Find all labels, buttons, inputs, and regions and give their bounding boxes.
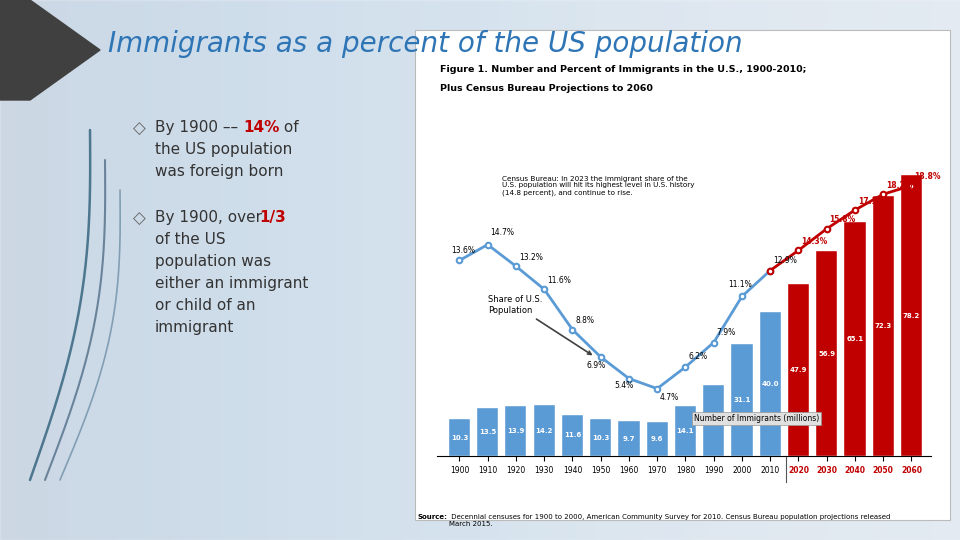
Text: 14.7%: 14.7% [491,228,515,238]
Text: 14.3%: 14.3% [802,237,828,246]
Text: ◇: ◇ [133,120,146,138]
Text: 72.3: 72.3 [875,323,892,329]
Bar [759,312,780,456]
Text: 11.1%: 11.1% [728,280,752,289]
Text: either an immigrant: either an immigrant [155,276,308,291]
Text: Share of U.S.
Population: Share of U.S. Population [488,295,591,354]
Text: ◇: ◇ [133,210,146,228]
Text: 17.1%: 17.1% [857,197,884,206]
Text: the US population: the US population [155,142,292,157]
Text: Decennial censuses for 1900 to 2000, American Community Survey for 2010. Census : Decennial censuses for 1900 to 2000, Ame… [449,514,891,527]
Text: 14.2: 14.2 [536,428,553,434]
Bar [449,419,470,456]
Text: 12.9%: 12.9% [773,256,797,265]
Text: 8.8%: 8.8% [575,316,594,325]
Text: 18.8%: 18.8% [914,172,941,181]
Text: 47.9: 47.9 [790,367,807,373]
Text: By 1900 ––: By 1900 –– [155,120,243,135]
Bar [415,30,950,520]
Bar [703,385,724,456]
Text: 11.6: 11.6 [564,433,581,438]
Text: 78.2: 78.2 [902,313,920,319]
Bar [562,415,583,456]
Text: 9.7: 9.7 [623,436,636,442]
Text: 10.3: 10.3 [450,435,468,441]
Text: 13.5: 13.5 [479,429,496,435]
Text: 65.1: 65.1 [847,336,863,342]
Text: 14.1: 14.1 [677,428,694,434]
Text: Immigrants as a percent of the US population: Immigrants as a percent of the US popula… [108,30,743,58]
Text: 7.9%: 7.9% [716,328,735,337]
Text: population was: population was [155,254,271,269]
Bar [873,196,894,456]
Text: 6.9%: 6.9% [587,361,606,370]
Text: Source:: Source: [418,514,447,520]
Text: 10.3: 10.3 [592,435,610,441]
Text: Figure 1. Number and Percent of Immigrants in the U.S., 1900-2010;: Figure 1. Number and Percent of Immigran… [440,65,806,74]
Bar [816,252,837,456]
Text: 15.8%: 15.8% [829,215,855,225]
Text: 56.9: 56.9 [818,351,835,357]
Text: 40.0: 40.0 [761,381,779,387]
Bar [900,175,922,456]
Text: Number of Immigrants (millions): Number of Immigrants (millions) [694,414,819,423]
Text: was foreign born: was foreign born [155,164,283,179]
Bar [647,422,668,456]
Text: 11.6%: 11.6% [547,276,571,285]
Bar [590,419,612,456]
Text: 4.7%: 4.7% [660,393,680,402]
Text: of: of [279,120,299,135]
Bar [788,284,809,456]
Text: 14%: 14% [243,120,279,135]
Text: or child of an: or child of an [155,298,255,313]
Text: By 1900, over: By 1900, over [155,210,267,225]
Text: 13.9: 13.9 [507,428,524,434]
Text: 5.4%: 5.4% [614,381,634,390]
Text: of the US: of the US [155,232,226,247]
Bar [675,406,696,456]
Text: immigrant: immigrant [155,320,234,335]
Bar [505,406,526,456]
Text: 13.6%: 13.6% [451,246,475,255]
Text: 31.1: 31.1 [733,397,751,403]
Text: 13.2%: 13.2% [518,253,542,262]
Bar [534,405,555,456]
Bar [477,408,498,456]
Bar [732,345,753,456]
Text: Plus Census Bureau Projections to 2060: Plus Census Bureau Projections to 2060 [440,84,653,93]
Text: 19.8: 19.8 [705,417,722,424]
Bar [618,421,639,456]
Bar [845,222,866,456]
Text: 6.2%: 6.2% [688,352,708,361]
Text: 9.6: 9.6 [651,436,663,442]
Text: Census Bureau: In 2023 the immigrant share of the
U.S. population will hit its h: Census Bureau: In 2023 the immigrant sha… [502,176,694,196]
Text: 1/3: 1/3 [259,210,286,225]
Text: 18.2%: 18.2% [886,181,912,190]
Polygon shape [0,0,100,100]
